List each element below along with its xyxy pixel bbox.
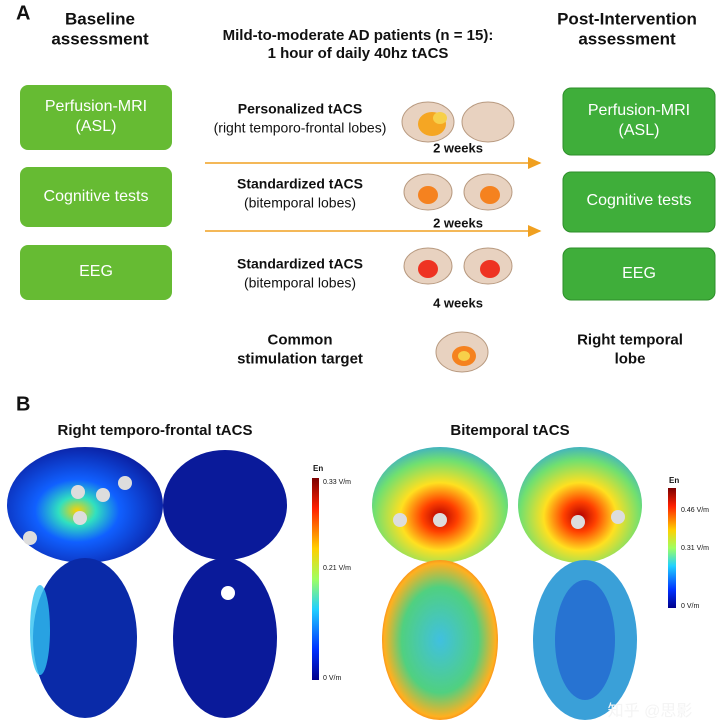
duration: 2 weeks	[433, 215, 483, 230]
box	[562, 87, 716, 156]
target-label: stimulation target	[237, 350, 363, 367]
post-boxes	[562, 87, 716, 301]
column-title: assessment	[51, 29, 149, 48]
duration: 2 weeks	[433, 140, 483, 155]
colorbar-title: En	[313, 464, 323, 473]
protocol-detail: (bitemporal lobes)	[244, 275, 356, 291]
box	[20, 167, 172, 227]
protocol-name: Personalized tACS	[238, 101, 362, 117]
colorbar-tick: 0.33 V/m	[323, 479, 351, 486]
box-label: (ASL)	[76, 118, 117, 135]
box-label: (ASL)	[619, 122, 660, 139]
box-label: Perfusion-MRI	[588, 102, 690, 119]
box	[562, 171, 716, 233]
protocol-name: Standardized tACS	[237, 256, 363, 272]
watermark: 知乎 @思影	[608, 702, 693, 720]
field-maps-left	[7, 447, 287, 718]
column-title: Baseline	[65, 9, 135, 28]
protocol-name: Standardized tACS	[237, 176, 363, 192]
duration: 4 weeks	[433, 295, 483, 310]
panel-title: Right temporo-frontal tACS	[58, 422, 253, 439]
box-label: Perfusion-MRI	[45, 98, 147, 115]
field-maps-right	[372, 447, 642, 720]
target-value: Right temporal	[577, 331, 683, 348]
target-value: lobe	[615, 350, 646, 367]
panel-label: A	[16, 2, 30, 24]
box-label: EEG	[622, 265, 656, 282]
colorbar-tick: 0.46 V/m	[681, 507, 709, 514]
column-title: Mild-to-moderate AD patients (n = 15):	[223, 27, 494, 44]
column-title: Post-Intervention	[557, 9, 697, 28]
box-label: EEG	[79, 263, 113, 280]
protocol-detail: (bitemporal lobes)	[244, 195, 356, 211]
box	[20, 85, 172, 150]
panel-title: Bitemporal tACS	[450, 422, 569, 439]
column-title: assessment	[578, 29, 676, 48]
box-label: Cognitive tests	[587, 192, 692, 209]
column-title: 1 hour of daily 40hz tACS	[268, 45, 449, 62]
brain-icons	[401, 101, 515, 373]
baseline-boxes	[20, 85, 172, 300]
colorbar-tick: 0.21 V/m	[323, 565, 351, 572]
panel-label: B	[16, 393, 30, 415]
colorbar-tick: 0 V/m	[323, 675, 341, 682]
box	[20, 245, 172, 300]
target-label: Common	[268, 331, 333, 348]
protocol-detail: (right temporo-frontal lobes)	[214, 120, 387, 136]
colorbar	[312, 478, 319, 680]
colorbar-title: En	[669, 476, 679, 485]
colorbar	[668, 488, 676, 608]
colorbar-tick: 0.31 V/m	[681, 545, 709, 552]
box	[562, 247, 716, 301]
box-label: Cognitive tests	[44, 188, 149, 205]
colorbar-tick: 0 V/m	[681, 603, 699, 610]
